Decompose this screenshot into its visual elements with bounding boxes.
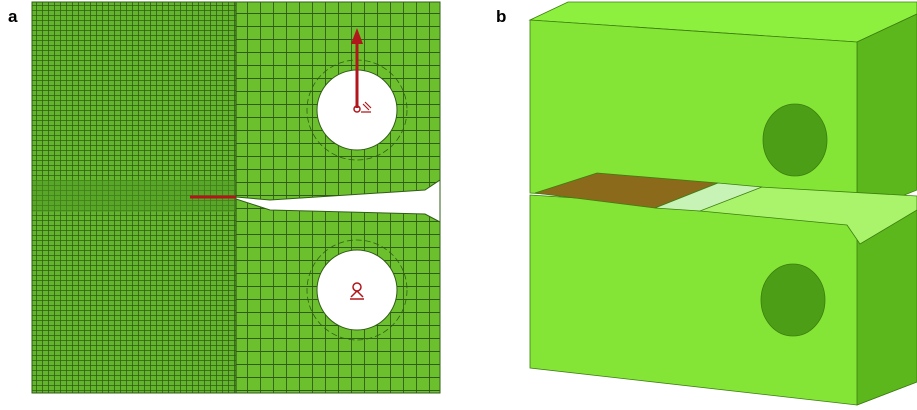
panel-label: b	[496, 7, 506, 26]
figure: a b	[0, 0, 917, 410]
specimen-3d	[530, 2, 917, 405]
panel-label: a	[8, 7, 18, 26]
